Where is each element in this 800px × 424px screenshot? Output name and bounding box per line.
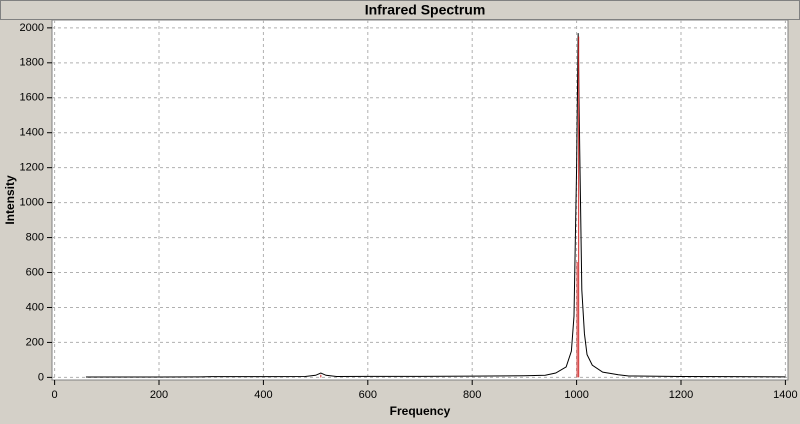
y-tick-label: 1400 xyxy=(20,127,44,139)
y-tick-label: 2000 xyxy=(20,22,44,34)
x-tick-label: 1400 xyxy=(773,389,797,401)
y-tick-label: 0 xyxy=(38,371,44,383)
x-tick-label: 0 xyxy=(52,389,58,401)
y-tick-label: 200 xyxy=(26,336,44,348)
x-tick-label: 200 xyxy=(150,389,168,401)
x-axis-title: Frequency xyxy=(390,404,451,418)
x-tick-label: 600 xyxy=(359,389,377,401)
y-axis-title: Intensity xyxy=(3,175,17,225)
x-tick-label: 400 xyxy=(254,389,272,401)
chart-title: Infrared Spectrum xyxy=(365,2,486,18)
x-tick-label: 800 xyxy=(463,389,481,401)
y-tick-label: 400 xyxy=(26,301,44,313)
x-tick-label: 1200 xyxy=(669,389,693,401)
y-tick-label: 1200 xyxy=(20,162,44,174)
y-tick-label: 1800 xyxy=(20,57,44,69)
y-tick-label: 1600 xyxy=(20,92,44,104)
x-tick-label: 1000 xyxy=(564,389,588,401)
y-tick-label: 600 xyxy=(26,266,44,278)
y-tick-label: 800 xyxy=(26,231,44,243)
spectrum-line xyxy=(85,33,786,378)
plot-area xyxy=(51,19,789,381)
y-tick-label: 1000 xyxy=(20,197,44,209)
